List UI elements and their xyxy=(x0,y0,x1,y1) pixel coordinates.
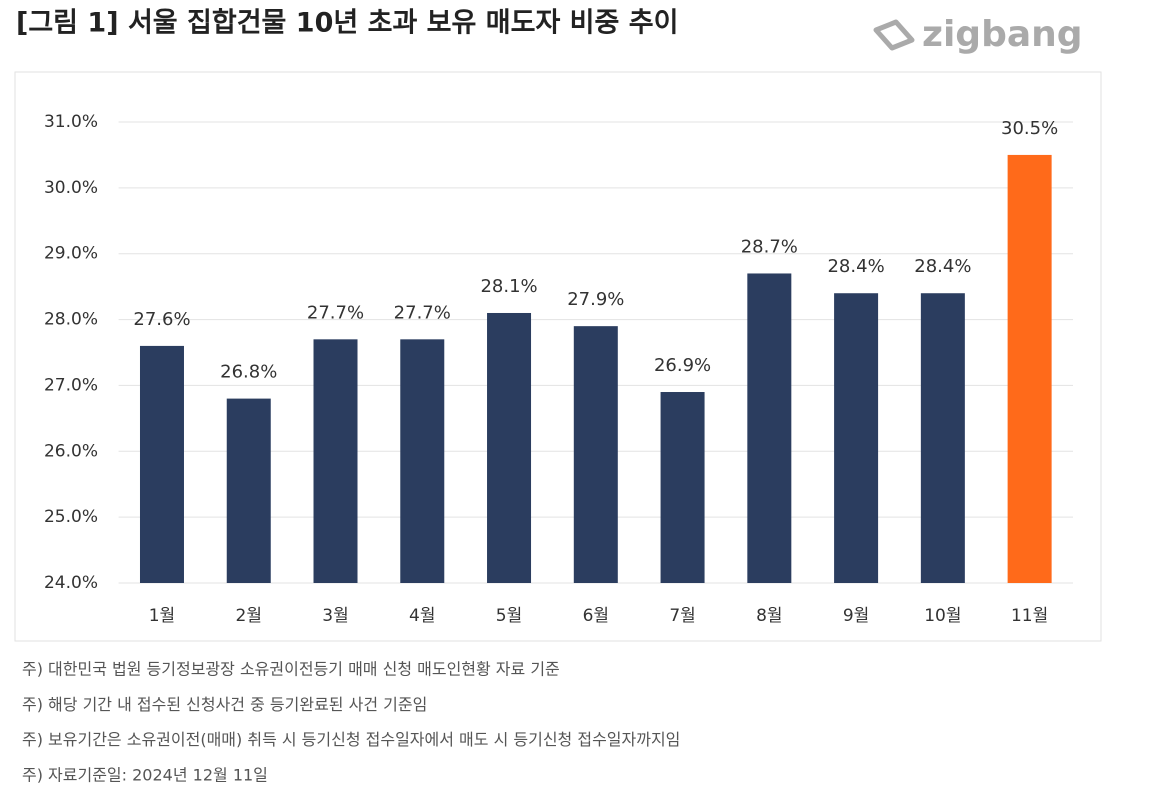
x-tick-label: 2월 xyxy=(236,606,262,626)
footnote: 주) 대한민국 법원 등기정보광장 소유권이전등기 매매 신청 매도인현황 자료… xyxy=(22,660,560,679)
bar xyxy=(139,345,184,583)
value-label: 28.4% xyxy=(914,256,971,277)
bar xyxy=(313,339,358,583)
brand-logo: zigbang xyxy=(873,14,1083,55)
y-tick-label: 28.0% xyxy=(44,310,98,330)
bar xyxy=(400,339,445,583)
x-tick-label: 4월 xyxy=(409,606,435,626)
x-tick-label: 11월 xyxy=(1011,606,1048,626)
brand-name: zigbang xyxy=(922,14,1083,55)
value-label: 30.5% xyxy=(1001,118,1058,139)
footnote: 주) 해당 기간 내 접수된 신청사건 중 등기완료된 사건 기준임 xyxy=(22,695,427,714)
value-label: 26.8% xyxy=(220,362,277,383)
x-tick-label: 6월 xyxy=(583,606,609,626)
plot-frame xyxy=(14,71,1102,642)
y-tick-label: 25.0% xyxy=(44,507,98,527)
x-tick-label: 7월 xyxy=(669,606,695,626)
value-label: 26.9% xyxy=(654,355,711,376)
y-tick-label: 26.0% xyxy=(44,441,98,461)
bar xyxy=(487,312,532,583)
bar xyxy=(747,273,792,583)
bar xyxy=(834,293,879,583)
x-tick-label: 3월 xyxy=(322,606,348,626)
x-tick-label: 5월 xyxy=(496,606,522,626)
bar xyxy=(573,326,618,583)
bar xyxy=(920,293,965,583)
y-tick-label: 30.0% xyxy=(44,178,98,198)
value-label: 27.7% xyxy=(394,302,451,323)
value-label: 27.6% xyxy=(133,309,190,330)
value-label: 28.1% xyxy=(480,276,537,297)
y-tick-label: 24.0% xyxy=(44,573,98,593)
chart-title: [그림 1] 서울 집합건물 10년 초과 보유 매도자 비중 추이 xyxy=(16,8,678,39)
footnote: 주) 자료기준일: 2024년 12월 11일 xyxy=(22,765,268,784)
bar xyxy=(1007,154,1052,583)
y-tick-label: 31.0% xyxy=(44,112,98,132)
value-label: 28.7% xyxy=(741,236,798,257)
footnote: 주) 보유기간은 소유권이전(매매) 취득 시 등기신청 접수일자에서 매도 시… xyxy=(22,730,680,749)
bar xyxy=(226,398,271,583)
bar xyxy=(660,392,705,583)
value-label: 27.9% xyxy=(567,289,624,310)
x-tick-label: 1월 xyxy=(149,606,175,626)
y-tick-label: 27.0% xyxy=(44,375,98,395)
x-tick-label: 9월 xyxy=(843,606,869,626)
x-tick-label: 10월 xyxy=(924,606,961,626)
logo-icon xyxy=(873,19,915,51)
x-tick-label: 8월 xyxy=(756,606,782,626)
value-label: 28.4% xyxy=(827,256,884,277)
value-label: 27.7% xyxy=(307,302,364,323)
y-tick-label: 29.0% xyxy=(44,244,98,264)
